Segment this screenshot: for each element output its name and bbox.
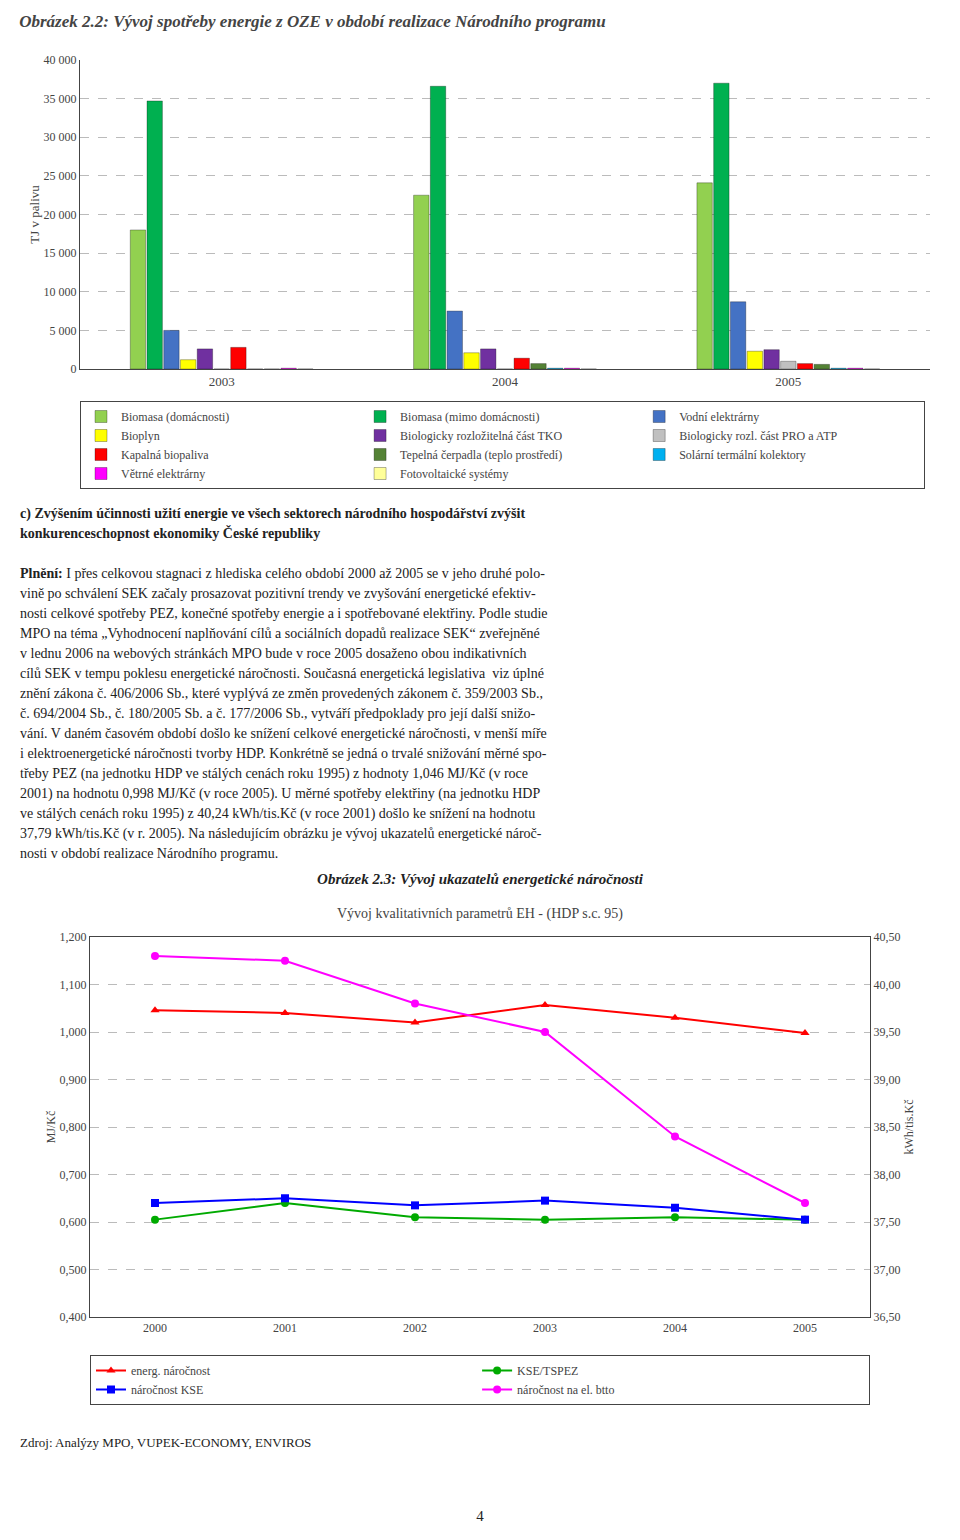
svg-text:2003: 2003 bbox=[209, 374, 235, 389]
svg-text:kWh/tis.Kč: kWh/tis.Kč bbox=[902, 1100, 916, 1155]
svg-text:náročnost KSE: náročnost KSE bbox=[131, 1383, 203, 1397]
svg-text:Obrázek 2.2: Vývoj spotřeby en: Obrázek 2.2: Vývoj spotřeby energie z OZ… bbox=[19, 12, 605, 31]
svg-text:Fotovoltaické systémy: Fotovoltaické systémy bbox=[400, 467, 508, 481]
svg-text:15 000: 15 000 bbox=[44, 246, 77, 260]
html-text:konkurenceschopnost ekonomiky: konkurenceschopnost ekonomiky České repu… bbox=[20, 526, 321, 541]
svg-text:0,700: 0,700 bbox=[60, 1168, 87, 1182]
svg-text:1,100: 1,100 bbox=[60, 978, 87, 992]
svg-text:Biologicky rozložitelná část T: Biologicky rozložitelná část TKO bbox=[400, 429, 562, 443]
svg-text:2000: 2000 bbox=[143, 1321, 167, 1335]
svg-text:Biologicky rozl. část PRO a AT: Biologicky rozl. část PRO a ATP bbox=[679, 429, 837, 443]
svg-text:39,50: 39,50 bbox=[873, 1025, 900, 1039]
svg-text:38,00: 38,00 bbox=[873, 1168, 900, 1182]
svg-text:30 000: 30 000 bbox=[44, 130, 77, 144]
svg-text:0,600: 0,600 bbox=[60, 1215, 87, 1229]
svg-text:KSE/TSPEZ: KSE/TSPEZ bbox=[517, 1364, 578, 1378]
svg-text:20 000: 20 000 bbox=[44, 208, 77, 222]
html-text:2001) na hodnotu 0,998 MJ/Kč (: 2001) na hodnotu 0,998 MJ/Kč (v roce 200… bbox=[20, 786, 541, 801]
html-text:c) Zvýšením účinnosti užití en: c) Zvýšením účinnosti užití energie ve v… bbox=[20, 506, 525, 521]
svg-text:37,00: 37,00 bbox=[873, 1263, 900, 1277]
html-text:Plnění: I přes celkovou stagna: Plnění: I přes celkovou stagnaci z hledi… bbox=[20, 566, 545, 581]
html-text:č. 694/2004 Sb., č. 180/2005 S: č. 694/2004 Sb., č. 180/2005 Sb. a č. 17… bbox=[20, 706, 536, 721]
svg-text:2005: 2005 bbox=[775, 374, 801, 389]
svg-text:0: 0 bbox=[71, 362, 77, 376]
html-text:vání. V daném časovém období d: vání. V daném časovém období došlo ke sn… bbox=[20, 726, 547, 741]
svg-text:Tepelná čerpadla (teplo prostř: Tepelná čerpadla (teplo prostředí) bbox=[400, 448, 562, 462]
svg-text:2004: 2004 bbox=[492, 374, 519, 389]
svg-text:Biomasa (domácnosti): Biomasa (domácnosti) bbox=[121, 410, 229, 424]
svg-text:37,50: 37,50 bbox=[873, 1215, 900, 1229]
svg-text:Biomasa (mimo domácnosti): Biomasa (mimo domácnosti) bbox=[400, 410, 539, 424]
html-text:i elektroenergetické náročnost: i elektroenergetické náročnosti tvorby H… bbox=[20, 746, 547, 761]
html-text:vině po schválení SEK začaly p: vině po schválení SEK začaly prosazovat … bbox=[20, 586, 536, 601]
svg-text:TJ v palivu: TJ v palivu bbox=[27, 185, 42, 244]
svg-text:25 000: 25 000 bbox=[44, 169, 77, 183]
svg-text:36,50: 36,50 bbox=[873, 1310, 900, 1324]
svg-text:38,50: 38,50 bbox=[873, 1120, 900, 1134]
html-text:37,79 kWh/tis.Kč (v r. 2005).: 37,79 kWh/tis.Kč (v r. 2005). Na následu… bbox=[20, 826, 542, 841]
svg-text:Větrné elektrárny: Větrné elektrárny bbox=[121, 467, 205, 481]
svg-text:40 000: 40 000 bbox=[44, 53, 77, 67]
svg-text:MJ/Kč: MJ/Kč bbox=[44, 1111, 58, 1144]
svg-text:2005: 2005 bbox=[793, 1321, 817, 1335]
svg-text:35 000: 35 000 bbox=[44, 92, 77, 106]
svg-text:1,200: 1,200 bbox=[60, 930, 87, 944]
html-text:nosti v období realizace Národ: nosti v období realizace Národního progr… bbox=[20, 846, 279, 861]
svg-text:2003: 2003 bbox=[533, 1321, 557, 1335]
svg-text:40,50: 40,50 bbox=[873, 930, 900, 944]
svg-text:40,00: 40,00 bbox=[873, 978, 900, 992]
svg-text:Bioplyn: Bioplyn bbox=[121, 429, 160, 443]
html-text:nosti celkové spotřeby PEZ, ko: nosti celkové spotřeby PEZ, konečné spot… bbox=[20, 606, 548, 621]
html-text:třeby PEZ (na jednotku HDP ve: třeby PEZ (na jednotku HDP ve stálých ce… bbox=[20, 766, 528, 781]
html-text:cílů SEK v tempu poklesu energ: cílů SEK v tempu poklesu energetické nár… bbox=[20, 666, 544, 681]
svg-text:Vodní elektrárny: Vodní elektrárny bbox=[679, 410, 759, 424]
html-text:ve stálých cenách roku 1995) z: ve stálých cenách roku 1995) z 40,24 kWh… bbox=[20, 806, 536, 821]
svg-text:0,900: 0,900 bbox=[60, 1073, 87, 1087]
svg-text:2001: 2001 bbox=[273, 1321, 297, 1335]
svg-text:0,400: 0,400 bbox=[60, 1310, 87, 1324]
html-text:MPO na téma „Vyhodnocení naplň: MPO na téma „Vyhodnocení naplňování cílů… bbox=[20, 626, 540, 641]
svg-text:0,500: 0,500 bbox=[60, 1263, 87, 1277]
svg-text:náročnost na el. btto: náročnost na el. btto bbox=[517, 1383, 614, 1397]
svg-text:0,800: 0,800 bbox=[60, 1120, 87, 1134]
svg-text:2004: 2004 bbox=[663, 1321, 687, 1335]
svg-text:Vývoj kvalitativních parametrů: Vývoj kvalitativních parametrů EH - (HDP… bbox=[337, 906, 623, 922]
html-text:Zdroj: Analýzy MPO, VUPEK-ECON: Zdroj: Analýzy MPO, VUPEK-ECONOMY, ENVIR… bbox=[20, 1435, 312, 1450]
svg-text:10 000: 10 000 bbox=[44, 285, 77, 299]
svg-text:Kapalná biopaliva: Kapalná biopaliva bbox=[121, 448, 209, 462]
svg-text:5 000: 5 000 bbox=[50, 324, 77, 338]
svg-text:2002: 2002 bbox=[403, 1321, 427, 1335]
svg-text:energ. náročnost: energ. náročnost bbox=[131, 1364, 211, 1378]
html-text:Obrázek 2.3: Vývoj ukazatelů e: Obrázek 2.3: Vývoj ukazatelů energetické… bbox=[317, 871, 643, 887]
svg-text:1,000: 1,000 bbox=[60, 1025, 87, 1039]
html-text:4: 4 bbox=[476, 1508, 484, 1524]
svg-text:39,00: 39,00 bbox=[873, 1073, 900, 1087]
html-text:v lednu 2006 na webových strán: v lednu 2006 na webových stránkách MPO b… bbox=[20, 646, 527, 661]
svg-text:Solární termální kolektory: Solární termální kolektory bbox=[679, 448, 806, 462]
html-text:znění zákona č. 406/2006 Sb.,: znění zákona č. 406/2006 Sb., které vypl… bbox=[20, 686, 543, 701]
